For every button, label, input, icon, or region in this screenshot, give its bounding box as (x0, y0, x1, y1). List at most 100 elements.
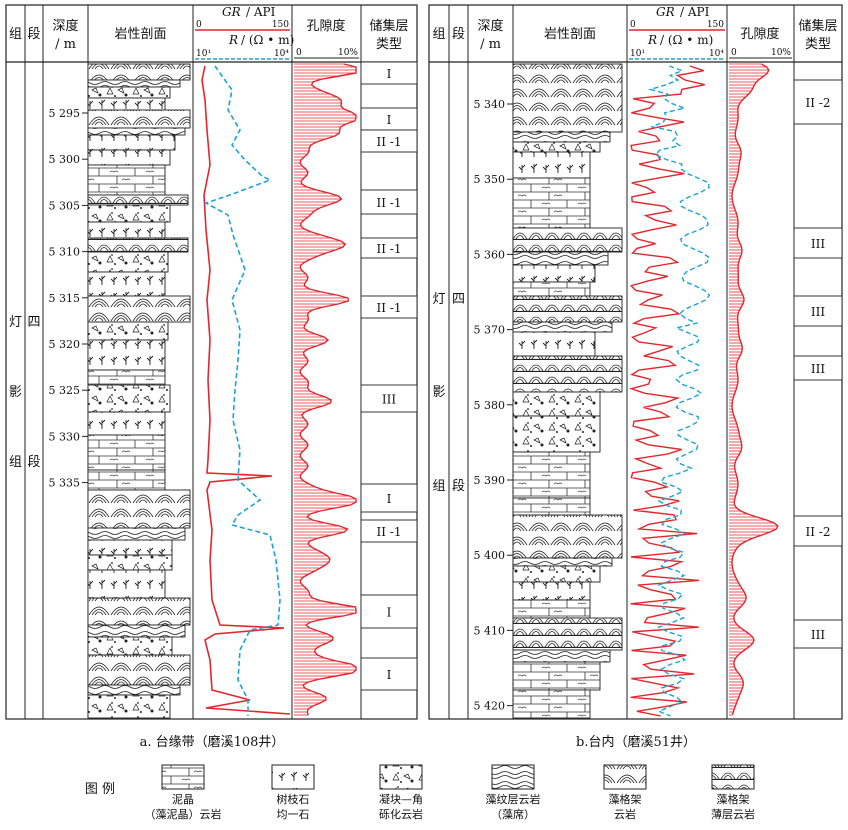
legend-swatch (711, 764, 755, 790)
header-reservoir: 储集层 (369, 18, 408, 34)
lithology-bed-framework (87, 109, 191, 129)
reservoir-box (793, 79, 843, 125)
header-gr-min: 0 (630, 20, 636, 30)
member-char-2: 段 (452, 479, 465, 494)
lithology-bed-laminated (512, 649, 611, 663)
reservoir-box (360, 594, 418, 629)
lithology-bed-clotted (87, 86, 171, 99)
reservoir-box (360, 129, 418, 153)
depth-label: 5 380 (474, 399, 506, 412)
lithology-bed-framework_thin (87, 194, 189, 206)
lithology-bed-micrite (512, 599, 591, 619)
caption-b: b.台内（磨溪51井） (576, 734, 696, 750)
gamma-ray-curve (647, 65, 711, 717)
header-group: 组 (432, 27, 445, 42)
formation-char-3: 组 (432, 479, 445, 494)
legend-label-line2: （藻席） (491, 807, 535, 821)
header-gr-name: GR (656, 5, 675, 19)
lithology-bed-clotted (87, 554, 173, 571)
legend-label-line1: 藻格架 (609, 792, 642, 806)
depth-label: 5 340 (474, 98, 506, 111)
reservoir-box (360, 61, 418, 85)
lithology-bed-framework_thin (512, 355, 623, 393)
reservoir-box (360, 237, 418, 259)
depth-scale: 5 340 5 350 5 360 5 370 5 380 5 390 5 400 5 410… (474, 98, 513, 713)
lithology-bed-laminated (512, 557, 613, 567)
lithology-bed-clotted (512, 565, 601, 583)
lithology-bed-framework_thin (512, 227, 623, 253)
reservoir-box (360, 483, 418, 513)
header-porosity: 孔隙度 (740, 26, 779, 42)
well-panel-b: 组 段 深度 / m 岩性剖面 GR / API 0 150 R / (Ω • … (428, 4, 843, 720)
header-r-min: 10¹ (630, 49, 645, 59)
depth-scale: 5 295 5 300 5 305 5 310 5 315 5 320 5 325 5 330… (49, 107, 88, 490)
legend-swatch (271, 764, 315, 790)
lithology-bed-clotted (87, 204, 171, 223)
lithology-bed-clotted (87, 694, 171, 719)
header-gr-min: 0 (196, 20, 202, 30)
lithology-bed-micrite (512, 497, 591, 516)
caption-a: a. 台缘带（磨溪108井） (140, 735, 285, 750)
header-member: 段 (27, 27, 40, 42)
lithology-bed-laminated (512, 131, 611, 143)
lithology-bed-clotted (87, 636, 173, 656)
lithology-bed-micrite (512, 661, 601, 691)
header-r-max: 10⁴ (709, 49, 724, 59)
legend-label-line1: 凝块—角 (379, 792, 423, 806)
lithology-bed-micrite (87, 164, 166, 196)
legend-label-line2: 砾化云岩 (379, 807, 423, 821)
reservoir-box (360, 384, 418, 413)
reservoir-type-label: I (387, 668, 392, 682)
lithology-bed-clotted (87, 384, 171, 413)
reservoir-type-label: I (387, 67, 392, 81)
depth-label: 5 420 (474, 700, 506, 713)
lithology-bed-micrite (512, 451, 591, 499)
header-group: 组 (9, 27, 22, 42)
lithology-bed-dendritic (87, 271, 166, 297)
formation-char-2: 影 (9, 385, 22, 400)
depth-label: 5 310 (49, 246, 81, 259)
lithology-bed-micrite (87, 469, 166, 491)
header-depth: 深度 (52, 18, 78, 34)
lithology-column (87, 63, 191, 719)
header-reservoir: 储集层 (798, 18, 837, 34)
reservoir-type-label: III (811, 362, 825, 376)
legend-label-line2: 均一石 (277, 808, 310, 821)
header-depth-unit: / m (480, 37, 501, 52)
gamma-ray-curve (204, 65, 281, 716)
reservoir-box (793, 227, 843, 259)
legend-item-micrite: 泥晶（藻泥晶）云岩 (145, 764, 222, 821)
lithology-bed-dendritic (512, 264, 596, 283)
reservoir-box (793, 619, 843, 649)
header-reservoir-type: 类型 (376, 37, 402, 52)
lithology-bed-laminated (87, 527, 186, 541)
legend-swatch (161, 764, 205, 790)
legend-swatch (491, 764, 535, 790)
porosity-column (294, 63, 357, 716)
header-lithology: 岩性剖面 (114, 27, 166, 42)
header-depth: 深度 (477, 18, 503, 34)
reservoir-type-label: II -1 (377, 135, 402, 149)
legend-label-line1: 藻格架 (717, 792, 750, 806)
lithology-bed-dendritic (87, 97, 166, 111)
header-gr-unit: / API (680, 5, 710, 19)
depth-label: 5 315 (49, 292, 81, 305)
lithology-bed-framework_thin (87, 237, 189, 253)
lithology-bed-framework_thin (512, 295, 623, 323)
member-char-1: 四 (452, 292, 465, 307)
header-por-min: 0 (296, 48, 302, 58)
lithology-bed-micrite (87, 434, 166, 471)
depth-label: 5 300 (49, 153, 81, 166)
lithology-bed-framework (512, 514, 623, 559)
reservoir-column: II -2 III III III II -2 III (793, 79, 843, 649)
depth-label: 5 305 (49, 199, 81, 212)
depth-label: 5 325 (49, 384, 81, 397)
lithology-bed-dendritic (87, 539, 173, 556)
lithology-bed-laminated (512, 321, 613, 333)
